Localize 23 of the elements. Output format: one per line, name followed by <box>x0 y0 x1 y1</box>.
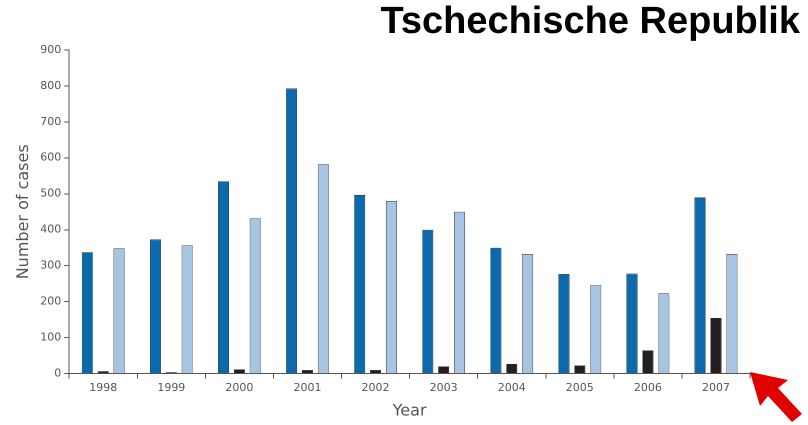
chart-title: Tschechische Republik <box>379 0 800 42</box>
x-tick-label: 2007 <box>702 381 730 394</box>
y-tick-label: 0 <box>54 366 62 380</box>
y-axis-title: Number of cases <box>12 144 32 280</box>
x-tick-label: 2004 <box>498 381 526 394</box>
x-tick-label: 2005 <box>566 381 594 394</box>
x-tick-label: 2002 <box>362 381 390 394</box>
y-tick-label: 400 <box>40 222 62 236</box>
x-tick-label: 1998 <box>89 381 118 394</box>
y-tick-label: 900 <box>40 42 62 56</box>
y-tick-label: 700 <box>40 114 62 128</box>
y-tick-label: 300 <box>40 258 62 272</box>
x-tick-label: 2001 <box>293 381 322 394</box>
x-tick-label: 2006 <box>634 381 662 394</box>
x-tick-label: 2000 <box>225 381 254 394</box>
y-tick-label: 100 <box>40 330 62 344</box>
x-axis-title: Year <box>392 400 427 420</box>
y-tick-label: 600 <box>40 150 62 164</box>
y-tick-label: 800 <box>40 78 62 92</box>
x-tick-label: 2003 <box>430 381 458 394</box>
y-tick-label: 200 <box>40 294 62 308</box>
x-tick-label: 1999 <box>157 381 186 394</box>
y-tick-label: 500 <box>40 186 62 200</box>
